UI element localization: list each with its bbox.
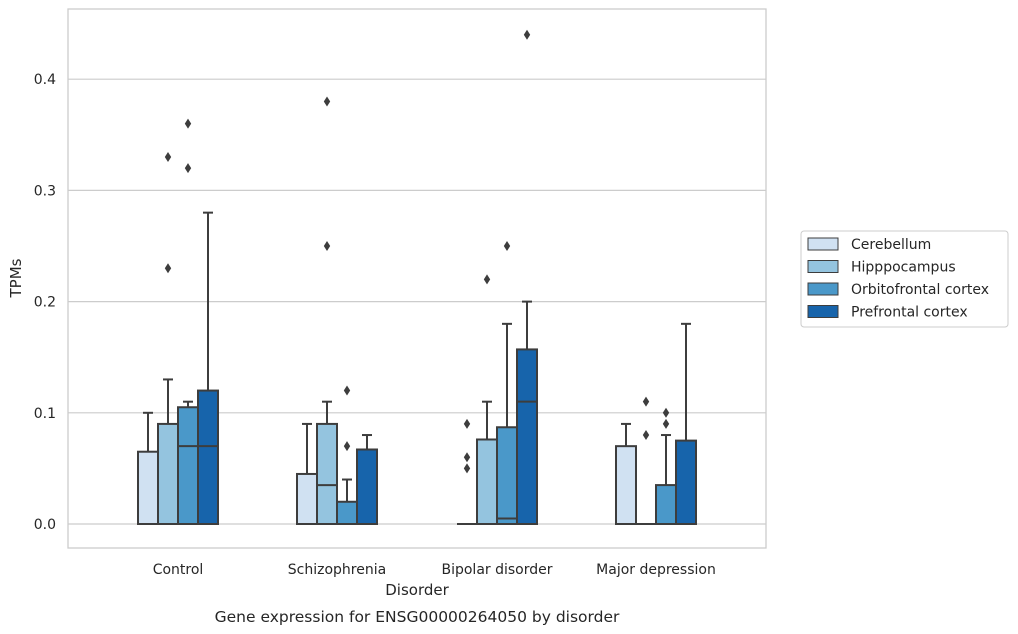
- box-group: [655, 407, 677, 525]
- legend-label: Cerebellum: [851, 237, 931, 253]
- outlier-point: [463, 452, 471, 463]
- y-tick-label: 0.4: [34, 72, 56, 88]
- legend-label: Orbitofrontal cortex: [851, 282, 989, 298]
- box-rect: [675, 439, 697, 526]
- box-rect: [655, 484, 677, 525]
- box-group: [615, 422, 637, 525]
- outlier-point: [164, 263, 172, 274]
- y-tick-labels: 0.0 0.1 0.2 0.3 0.4: [34, 72, 56, 533]
- plot-frame: [67, 8, 767, 549]
- box-rect: [496, 426, 518, 526]
- outlier-point: [184, 118, 192, 129]
- y-tick-label: 0.2: [34, 295, 56, 311]
- outlier-point: [642, 430, 650, 441]
- box-group: [356, 434, 378, 525]
- legend-swatch: [807, 305, 839, 318]
- outlier-point: [642, 396, 650, 407]
- y-tick-label: 0.3: [34, 183, 56, 199]
- box-rect: [197, 389, 219, 525]
- box-rect: [157, 422, 179, 526]
- box-rect: [177, 406, 199, 525]
- box-rect: [516, 348, 538, 525]
- box-rect: [316, 422, 338, 526]
- box-rect: [356, 448, 378, 525]
- box-rect: [476, 438, 498, 526]
- outlier-point: [164, 152, 172, 163]
- outlier-point: [523, 29, 531, 40]
- outlier-point: [323, 96, 331, 107]
- box-group: [197, 211, 219, 525]
- box-marks: [137, 29, 697, 526]
- legend-frame: [800, 230, 1009, 328]
- box-rect: [296, 472, 318, 525]
- figure-caption: Gene expression for ENSG00000264050 by d…: [215, 608, 620, 626]
- box-rect: [336, 500, 358, 526]
- box-group: [476, 274, 498, 526]
- box-group: [496, 241, 518, 526]
- box-group: [137, 411, 159, 525]
- box-group: [675, 322, 697, 526]
- outlier-point: [463, 463, 471, 474]
- box-group: [316, 96, 338, 526]
- y-tick-label: 0.0: [34, 517, 56, 533]
- box-group: [636, 396, 656, 525]
- legend-label: Prefrontal cortex: [851, 305, 968, 321]
- x-axis-title: Disorder: [385, 581, 449, 599]
- outlier-point: [343, 385, 351, 396]
- legend: Cerebellum Hipppocampus Orbitofrontal cort…: [800, 230, 1009, 328]
- x-tick-label: Schizophrenia: [288, 562, 386, 578]
- outlier-point: [463, 418, 471, 429]
- outlier-point: [343, 441, 351, 452]
- legend-label: Hipppocampus: [851, 260, 956, 276]
- box-group: [516, 29, 538, 525]
- legend-swatch: [807, 237, 839, 251]
- extra-outlier-group: [463, 418, 471, 474]
- x-tick-label: Control: [153, 562, 204, 578]
- outlier-point: [662, 418, 670, 429]
- outlier-point: [662, 407, 670, 418]
- box-group: [336, 385, 358, 526]
- x-tick-label: Bipolar disorder: [441, 562, 552, 578]
- legend-swatch: [807, 260, 839, 273]
- y-axis-title: TPMs: [7, 258, 25, 298]
- outlier-point: [184, 163, 192, 174]
- legend-swatch: [807, 282, 839, 296]
- outlier-point: [503, 241, 511, 251]
- outlier-point: [323, 241, 331, 251]
- x-tick-labels: Control Schizophrenia Bipolar disorder Majo…: [153, 562, 716, 578]
- box-rect: [137, 450, 159, 525]
- outlier-point: [483, 274, 491, 285]
- box-rect: [615, 445, 637, 525]
- x-tick-label: Major depression: [596, 562, 716, 578]
- y-tick-label: 0.1: [34, 406, 56, 422]
